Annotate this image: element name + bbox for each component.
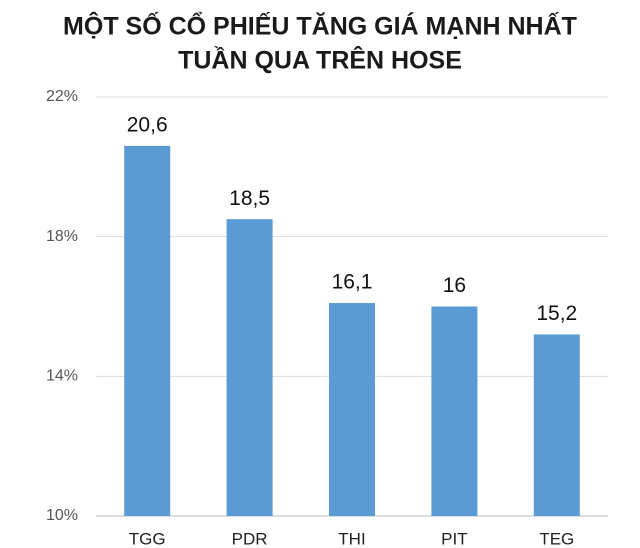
value-label: 18,5 xyxy=(229,187,270,210)
bar xyxy=(124,145,171,516)
y-tick-label: 14% xyxy=(46,368,78,385)
value-label: 16,1 xyxy=(332,271,373,294)
bar xyxy=(226,219,273,517)
chart-title: MỘT SỐ CỔ PHIẾU TĂNG GIÁ MẠNH NHẤT xyxy=(63,11,577,41)
y-tick-label: 18% xyxy=(46,228,78,245)
y-tick-label: 10% xyxy=(46,507,78,524)
bar xyxy=(329,303,375,516)
x-tick-label: PIT xyxy=(441,529,467,548)
bar xyxy=(431,306,478,516)
x-tick-label: PDR xyxy=(232,529,268,548)
x-tick-label: TEG xyxy=(539,529,574,548)
x-tick-label: THI xyxy=(338,529,365,548)
value-label: 16 xyxy=(443,274,466,297)
y-tick-label: 22% xyxy=(46,88,78,105)
bar xyxy=(533,334,580,516)
x-tick-label: TGG xyxy=(129,529,166,548)
value-label: 15,2 xyxy=(536,302,577,325)
chart-title: TUẦN QUA TRÊN HOSE xyxy=(178,45,462,75)
value-label: 20,6 xyxy=(127,113,168,136)
